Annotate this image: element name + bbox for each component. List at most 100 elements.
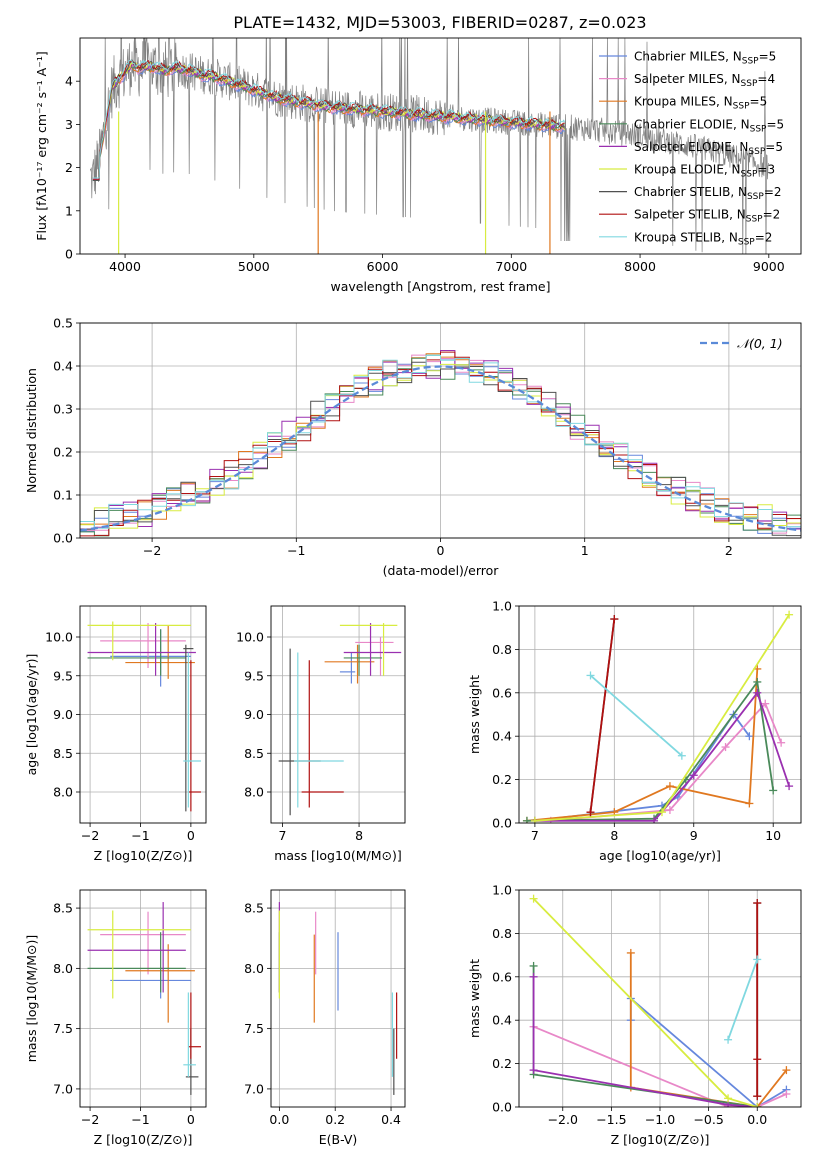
plot-area bbox=[522, 610, 794, 823]
y-tick-label: 0.1 bbox=[53, 488, 73, 503]
x-tick-label: 0.0 bbox=[269, 1112, 289, 1127]
y-tick-label: 9.0 bbox=[244, 707, 264, 722]
errorbar-chabrier-miles bbox=[110, 971, 191, 999]
x-tick-label: 5000 bbox=[238, 259, 270, 274]
errorbar-chabrier-elodie bbox=[343, 644, 383, 676]
legend-label: Salpeter ELODIE, NSSP=5 bbox=[634, 140, 783, 157]
axes-frame bbox=[79, 889, 207, 1108]
series-kroupa-elodie bbox=[529, 894, 762, 1107]
legend-subscript: SSP bbox=[741, 79, 758, 89]
y-tick-label: 0.5 bbox=[53, 316, 73, 331]
errorbar-kroupa-stelib bbox=[183, 652, 201, 808]
x-axis-label: Z [log10(Z/Z⊙)] bbox=[94, 848, 193, 863]
x-axis-label: age [log10(age/yr)] bbox=[599, 848, 721, 863]
y-tick-label: 8.5 bbox=[244, 901, 264, 916]
y-tick-label: 8.5 bbox=[53, 746, 73, 761]
errorbar-chabrier-stelib bbox=[185, 1028, 199, 1095]
errorbar-chabrier-elodie bbox=[87, 932, 186, 993]
errorbar-salpeter-stelib bbox=[301, 660, 344, 808]
x-tick-label: −2.0 bbox=[548, 1112, 578, 1127]
spectrum-panel: 4000 5000 6000 7000 8000 9000 0 1 2 3 4 wavelength … bbox=[34, 37, 802, 294]
legend-subscript: SSP bbox=[750, 124, 767, 134]
x-tick-label: 4000 bbox=[109, 259, 141, 274]
plot-area bbox=[278, 623, 402, 816]
series-chabrier-elodie bbox=[522, 677, 778, 823]
legend-count: =5 bbox=[766, 117, 784, 131]
x-tick-label: 6000 bbox=[367, 259, 399, 274]
residuals-panel: −2 −1 0 1 2 0.0 0.1 0.2 0.3 0.4 0.5 (data-model)/er… bbox=[24, 316, 802, 578]
legend: 𝒩(0, 1) bbox=[700, 336, 783, 351]
series-line bbox=[532, 976, 758, 1107]
errorbar-kroupa-stelib bbox=[183, 992, 196, 1077]
legend-subscript: SSP bbox=[746, 215, 763, 225]
errorbar-kroupa-elodie bbox=[87, 621, 191, 661]
x-tick-label: 0.0 bbox=[747, 1112, 767, 1127]
x-tick-label: 0 bbox=[437, 543, 445, 558]
series-kroupa-elodie bbox=[530, 610, 794, 823]
mass-vs-ebv-panel: 0.0 0.2 0.4 7.0 7.5 8.0 8.5 E(B-V) bbox=[244, 889, 406, 1147]
y-tick-label: 4 bbox=[65, 74, 73, 89]
x-tick-label: 10 bbox=[765, 828, 781, 843]
y-tick-label: 0.8 bbox=[492, 926, 512, 941]
errorbar-chabrier-stelib bbox=[183, 644, 194, 812]
legend-subscript: SSP bbox=[748, 147, 765, 157]
y-tick-label: 8.0 bbox=[244, 961, 264, 976]
series-line bbox=[589, 618, 616, 813]
y-tick-label: 0.2 bbox=[53, 445, 73, 460]
legend-count: =5 bbox=[765, 140, 783, 154]
legend-subscript: SSP bbox=[742, 57, 759, 67]
y-tick-label: 0.8 bbox=[492, 642, 512, 657]
series-line bbox=[727, 959, 759, 1041]
plot-area bbox=[80, 350, 801, 537]
errorbar-salpeter-elodie bbox=[87, 623, 196, 676]
y-axis-label: Normed distribution bbox=[24, 368, 39, 493]
y-tick-label: 1 bbox=[65, 203, 73, 218]
x-tick-label: 0 bbox=[187, 828, 195, 843]
x-axis-label: wavelength [Angstrom, rest frame] bbox=[330, 279, 550, 294]
y-tick-label: 8.5 bbox=[244, 746, 264, 761]
plot-area bbox=[87, 902, 201, 1095]
x-tick-label: −1 bbox=[287, 543, 305, 558]
errorbar-salpeter-miles bbox=[100, 623, 186, 668]
legend-label: Kroupa STELIB, NSSP=2 bbox=[634, 230, 772, 247]
errorbar-salpeter-stelib bbox=[188, 992, 201, 1059]
x-tick-label: −2 bbox=[81, 828, 99, 843]
legend-label: Chabrier ELODIE, NSSP=5 bbox=[634, 117, 784, 134]
age-vs-mass-panel: 7 8 8.0 8.5 9.0 9.5 10.0 mass [log10(M/M⊙)] bbox=[236, 605, 406, 863]
legend-count: =4 bbox=[757, 72, 775, 86]
y-axis-label: mass weight bbox=[467, 959, 482, 1038]
y-tick-label: 10.0 bbox=[236, 630, 264, 645]
x-tick-label: 9 bbox=[690, 828, 698, 843]
axes-frame bbox=[518, 889, 802, 1108]
y-tick-label: 8.0 bbox=[244, 785, 264, 800]
x-tick-label: 7 bbox=[531, 828, 539, 843]
y-tick-label: 8.5 bbox=[53, 901, 73, 916]
x-tick-label: −1 bbox=[131, 828, 149, 843]
x-tick-label: 8 bbox=[610, 828, 618, 843]
series-line bbox=[534, 712, 751, 822]
legend-subscript: SSP bbox=[741, 170, 758, 180]
y-tick-label: 10.0 bbox=[45, 630, 73, 645]
series-chabrier-elodie bbox=[529, 961, 762, 1107]
legend-subscript: SSP bbox=[733, 102, 750, 112]
y-tick-label: 0.6 bbox=[492, 969, 512, 984]
plot-area bbox=[87, 621, 201, 812]
x-tick-label: −0.5 bbox=[693, 1112, 723, 1127]
legend-label: Chabrier STELIB, NSSP=2 bbox=[634, 185, 782, 202]
y-tick-label: 7.5 bbox=[53, 1021, 73, 1036]
y-tick-label: 0.6 bbox=[492, 685, 512, 700]
series-line bbox=[532, 966, 758, 1107]
y-tick-label: 1.0 bbox=[492, 599, 512, 614]
legend-count: =2 bbox=[764, 185, 782, 199]
axes-frame bbox=[270, 889, 406, 1108]
y-tick-label: 7.5 bbox=[244, 1021, 264, 1036]
x-tick-label: −1 bbox=[131, 1112, 149, 1127]
axes-frame bbox=[518, 605, 802, 824]
x-tick-label: −1.0 bbox=[645, 1112, 675, 1127]
figure-title: PLATE=1432, MJD=53003, FIBERID=0287, z=0… bbox=[233, 13, 646, 32]
series-salpeter-stelib bbox=[586, 615, 619, 817]
legend-label: Kroupa MILES, NSSP=5 bbox=[634, 95, 767, 112]
x-tick-label: 0 bbox=[187, 1112, 195, 1127]
mass-vs-Z-panel: −2 −1 0 7.0 7.5 8.0 8.5 Z [log10(Z/Z⊙)] mass [lo… bbox=[24, 889, 207, 1147]
